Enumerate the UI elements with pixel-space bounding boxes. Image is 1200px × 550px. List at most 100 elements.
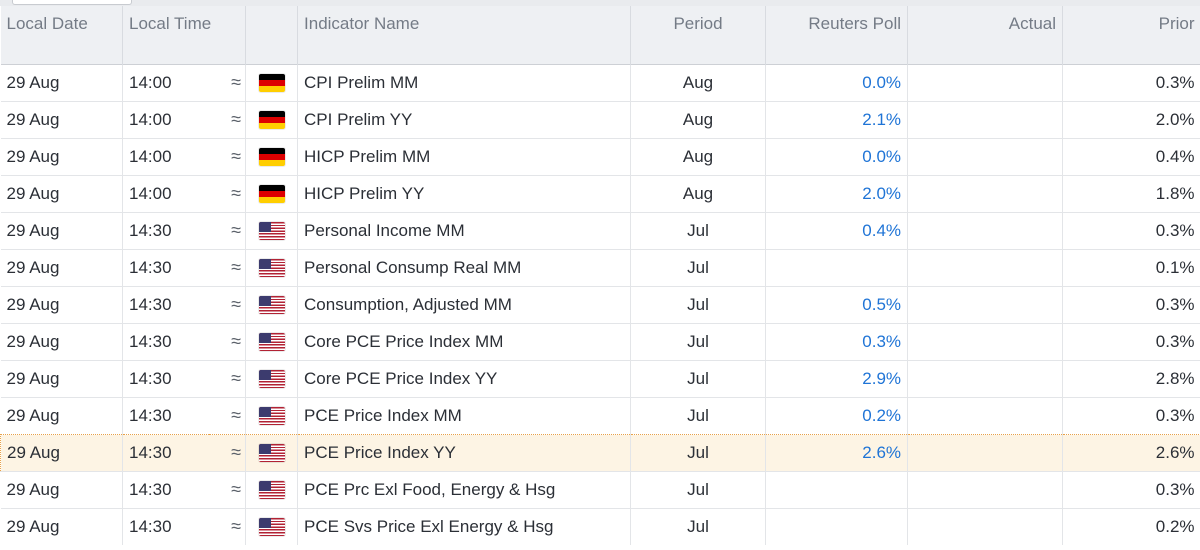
indicator-name-cell[interactable]: CPI Prelim MM: [297, 63, 632, 101]
us-flag-icon: [258, 333, 285, 352]
indicator-name-cell[interactable]: Core PCE Price Index YY: [297, 359, 632, 397]
us-flag-icon: [258, 481, 285, 500]
actual-cell: [907, 248, 1064, 286]
volatility-approx-icon: ≈: [231, 331, 242, 351]
period-cell: Aug: [630, 63, 767, 101]
table-row[interactable]: 29 Aug 14:30 ≈ Consumption, Adjusted MM Jul 0…: [0, 285, 1200, 323]
us-flag-canton: [258, 259, 271, 270]
reuters-poll-cell: 0.2%: [765, 396, 909, 434]
column-header-date[interactable]: Local Date: [0, 6, 123, 64]
indicator-name-cell[interactable]: Personal Consump Real MM: [297, 248, 632, 286]
column-header-poll[interactable]: Reuters Poll: [765, 6, 909, 64]
us-flag-icon: [258, 259, 285, 278]
volatility-cell: ≈: [208, 470, 247, 508]
column-header-prior[interactable]: Prior: [1062, 6, 1200, 64]
flag-cell: [245, 507, 299, 545]
table-row[interactable]: 29 Aug 14:00 ≈ HICP Prelim YY Aug 2.0% 1.8%: [0, 174, 1200, 212]
time-cell: 14:00: [122, 63, 209, 101]
indicator-name-cell[interactable]: HICP Prelim YY: [297, 174, 632, 212]
germany-flag-icon: [258, 74, 285, 93]
volatility-approx-icon: ≈: [231, 146, 242, 166]
period-cell: Aug: [630, 137, 767, 175]
actual-cell: [907, 433, 1064, 472]
table-row[interactable]: 29 Aug 14:30 ≈ PCE Price Index MM Jul 0.2% 0.3…: [0, 396, 1200, 434]
volatility-cell: ≈: [208, 63, 247, 101]
date-cell: 29 Aug: [0, 507, 123, 545]
reuters-poll-cell: [765, 470, 909, 508]
indicator-name-cell[interactable]: Consumption, Adjusted MM: [297, 285, 632, 323]
time-cell: 14:30: [122, 285, 209, 323]
column-header-period[interactable]: Period: [630, 6, 767, 64]
us-flag-canton: [258, 222, 271, 233]
indicator-name-cell[interactable]: PCE Price Index YY: [297, 433, 632, 472]
indicator-name-cell[interactable]: PCE Price Index MM: [297, 396, 632, 434]
indicator-name-cell[interactable]: PCE Svs Price Exl Energy & Hsg: [297, 507, 632, 545]
us-flag-canton: [258, 296, 271, 307]
volatility-cell: ≈: [208, 396, 247, 434]
prior-cell: 0.4%: [1062, 137, 1200, 175]
reuters-poll-cell: 2.1%: [765, 100, 909, 138]
flag-cell: [245, 100, 299, 138]
table-row[interactable]: 29 Aug 14:30 ≈ Core PCE Price Index YY Jul 2.…: [0, 359, 1200, 397]
volatility-approx-icon: ≈: [231, 294, 242, 314]
table-body: 29 Aug 14:00 ≈ CPI Prelim MM Aug 0.0% 0.3% 29 A…: [0, 63, 1200, 545]
us-flag-icon: [258, 222, 285, 241]
indicator-name-cell[interactable]: PCE Prc Exl Food, Energy & Hsg: [297, 470, 632, 508]
us-flag-canton: [258, 407, 271, 418]
date-cell: 29 Aug: [0, 137, 123, 175]
time-cell: 14:30: [122, 396, 209, 434]
volatility-approx-icon: ≈: [231, 183, 242, 203]
us-flag-canton: [258, 444, 271, 455]
actual-cell: [907, 63, 1064, 101]
flag-cell: [245, 470, 299, 508]
indicator-name-cell[interactable]: Core PCE Price Index MM: [297, 322, 632, 360]
table-row[interactable]: 29 Aug 14:30 ≈ Personal Consump Real MM Jul 0…: [0, 248, 1200, 286]
time-cell: 14:00: [122, 174, 209, 212]
table-row[interactable]: 29 Aug 14:30 ≈ PCE Prc Exl Food, Energy & H…: [0, 470, 1200, 508]
indicator-name-cell[interactable]: Personal Income MM: [297, 211, 632, 249]
us-flag-canton: [258, 333, 271, 344]
table-row[interactable]: 29 Aug 14:00 ≈ CPI Prelim YY Aug 2.1% 2.0%: [0, 100, 1200, 138]
germany-flag-icon: [258, 111, 285, 130]
column-header-flag: [245, 6, 299, 64]
actual-cell: [907, 359, 1064, 397]
reuters-poll-cell: 0.0%: [765, 137, 909, 175]
volatility-cell: ≈: [208, 174, 247, 212]
period-cell: Aug: [630, 100, 767, 138]
column-header-actual[interactable]: Actual: [907, 6, 1064, 64]
volatility-cell: ≈: [208, 211, 247, 249]
indicator-name-cell[interactable]: CPI Prelim YY: [297, 100, 632, 138]
volatility-approx-icon: ≈: [231, 405, 242, 425]
table-row[interactable]: 29 Aug 14:00 ≈ HICP Prelim MM Aug 0.0% 0.4%: [0, 137, 1200, 175]
toolbar-tab[interactable]: [12, 0, 132, 5]
flag-cell: [245, 174, 299, 212]
reuters-poll-cell: 2.0%: [765, 174, 909, 212]
prior-cell: 0.3%: [1062, 322, 1200, 360]
time-cell: 14:30: [122, 211, 209, 249]
actual-cell: [907, 137, 1064, 175]
prior-cell: 1.8%: [1062, 174, 1200, 212]
actual-cell: [907, 285, 1064, 323]
flag-cell: [245, 396, 299, 434]
column-header-time[interactable]: Local Time: [122, 6, 247, 64]
table-row[interactable]: 29 Aug 14:00 ≈ CPI Prelim MM Aug 0.0% 0.3%: [0, 63, 1200, 101]
table-row[interactable]: 29 Aug 14:30 ≈ PCE Svs Price Exl Energy & H…: [0, 507, 1200, 545]
date-cell: 29 Aug: [0, 211, 123, 249]
top-toolbar-strip: [0, 0, 1200, 6]
date-cell: 29 Aug: [0, 433, 123, 472]
prior-cell: 0.1%: [1062, 248, 1200, 286]
indicator-name-cell[interactable]: HICP Prelim MM: [297, 137, 632, 175]
table-row[interactable]: 29 Aug 14:30 ≈ Core PCE Price Index MM Jul 0.…: [0, 322, 1200, 360]
flag-cell: [245, 433, 299, 472]
table-row[interactable]: 29 Aug 14:30 ≈ PCE Price Index YY Jul 2.6% 2.6…: [0, 433, 1200, 472]
prior-cell: 0.3%: [1062, 211, 1200, 249]
column-header-name[interactable]: Indicator Name: [297, 6, 632, 64]
volatility-approx-icon: ≈: [231, 72, 242, 92]
prior-cell: 2.0%: [1062, 100, 1200, 138]
table-row[interactable]: 29 Aug 14:30 ≈ Personal Income MM Jul 0.4% 0.3…: [0, 211, 1200, 249]
volatility-cell: ≈: [208, 100, 247, 138]
reuters-poll-cell: 2.6%: [765, 433, 909, 472]
actual-cell: [907, 174, 1064, 212]
prior-cell: 2.8%: [1062, 359, 1200, 397]
